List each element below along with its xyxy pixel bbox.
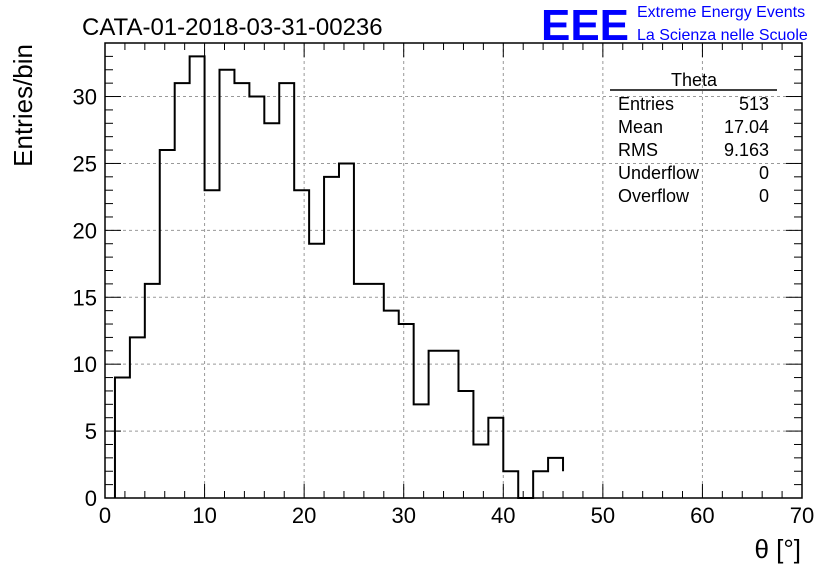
histogram-bin [339,163,354,498]
stats-row-label: Mean [618,117,663,137]
stats-row-value: 0 [759,186,769,206]
y-tick-label: 10 [73,352,97,377]
x-tick-label: 40 [491,503,515,528]
stats-row-value: 513 [739,94,769,114]
x-tick-label: 10 [192,503,216,528]
x-tick-label: 70 [790,503,814,528]
histogram-bin [234,83,249,498]
y-tick-label: 15 [73,285,97,310]
histogram-bin [384,311,399,498]
histogram-bin [175,83,190,498]
histogram-bin [369,284,384,498]
stats-row-label: Overflow [618,186,690,206]
histogram-bin [264,123,279,498]
histogram-bin [279,83,294,498]
histogram-bin [473,444,488,498]
logo-line-2: La Scienza nelle Scuole [637,27,808,44]
histogram-bin [488,418,503,498]
histogram-bin [414,404,429,498]
histogram-bin [160,150,175,498]
y-tick-label: 20 [73,218,97,243]
stats-title: Theta [671,70,718,90]
x-tick-label: 60 [690,503,714,528]
histogram-bin [249,97,264,498]
x-tick-label: 0 [99,503,111,528]
histogram-bin [115,378,130,498]
histogram-bin [548,458,563,498]
stats-row-value: 9.163 [724,140,769,160]
y-tick-label: 0 [85,486,97,511]
histogram-bin [503,471,518,498]
stats-row-label: RMS [618,140,658,160]
histogram-bin [145,284,160,498]
stats-row-label: Entries [618,94,674,114]
histogram-bin [205,190,220,498]
histogram-bars [113,55,565,499]
logo-line-1: Extreme Energy Events [637,4,805,21]
histogram-bin [533,471,548,498]
y-tick-label: 25 [73,151,97,176]
eee-logo: EEE [541,1,629,50]
y-axis-label: Entries/bin [8,44,38,167]
histogram-bin [324,177,339,498]
chart-title: CATA-01-2018-03-31-00236 [82,14,383,41]
y-tick-label: 5 [85,419,97,444]
histogram-bin [190,56,205,498]
histogram-bin [309,244,324,498]
x-tick-label: 20 [292,503,316,528]
histogram-bin [444,351,459,498]
histogram-bin [429,351,444,498]
stats-box: Theta Entries 513 Mean 17.04 RMS 9.163 Underfl… [610,70,777,206]
axis-ticks: 0 10 20 30 40 50 60 70 0 5 10 15 20 25 30 [73,42,814,528]
x-tick-label: 50 [591,503,615,528]
histogram-bin [354,284,369,498]
x-axis-label: θ [°] [754,534,801,564]
stats-row-value: 17.04 [724,117,769,137]
y-tick-label: 30 [73,85,97,110]
stats-row-value: 0 [759,163,769,183]
histogram-outline [113,55,565,499]
histogram-bin [399,324,414,498]
x-tick-label: 30 [391,503,415,528]
histogram-bin [294,190,309,498]
histogram-bin [220,70,235,498]
stats-row-label: Underflow [618,163,700,183]
histogram-bin [130,337,145,498]
histogram-bin [458,391,473,498]
